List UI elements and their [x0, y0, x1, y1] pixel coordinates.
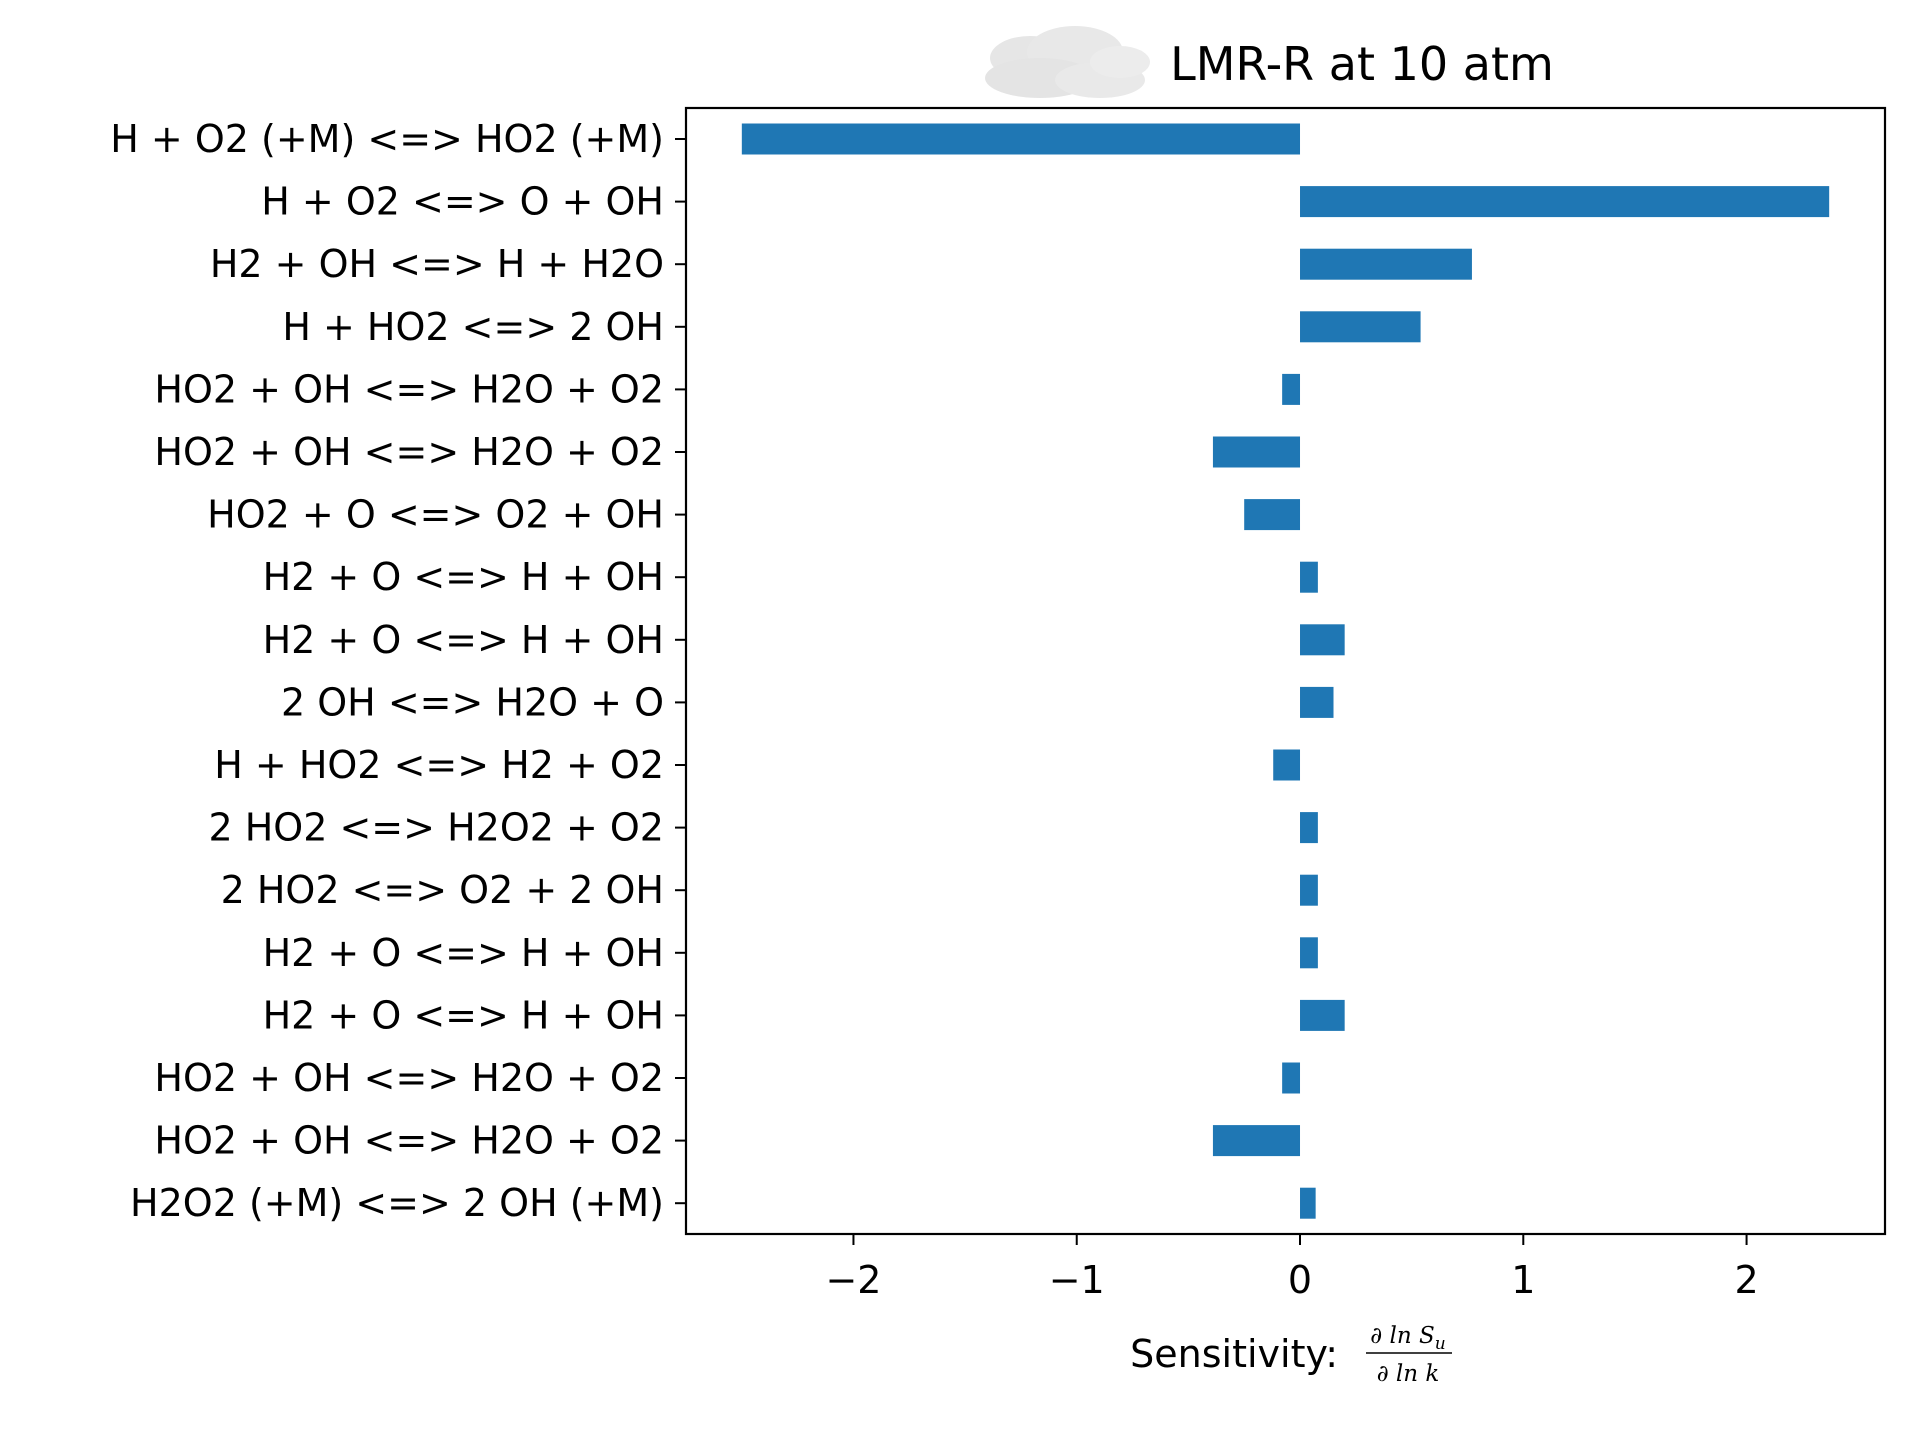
x-tick-label-1: −1	[1049, 1258, 1105, 1302]
y-tick-label-6: HO2 + O <=> O2 + OH	[207, 493, 664, 537]
y-tick-label-7: H2 + O <=> H + OH	[263, 555, 664, 599]
y-tick-label-12: 2 HO2 <=> O2 + 2 OH	[221, 868, 664, 912]
bar-6	[1244, 499, 1301, 531]
y-tick-label-17: H2O2 (+M) <=> 2 OH (+M)	[130, 1181, 664, 1225]
x-axis-label-denominator: ∂ ln k	[1377, 1361, 1440, 1387]
bar-8	[1300, 624, 1345, 656]
bar-17	[1300, 1187, 1316, 1219]
x-axis-label-numerator: ∂ ln Su	[1370, 1323, 1445, 1354]
x-tick-label-4: 2	[1734, 1258, 1758, 1302]
y-tick-label-8: H2 + O <=> H + OH	[263, 618, 664, 662]
bar-10	[1273, 749, 1301, 781]
bar-0	[741, 123, 1301, 155]
x-axis-label: Sensitivity: ∂ ln Su ∂ ln k	[1130, 1323, 1452, 1387]
x-tick-label-3: 1	[1511, 1258, 1535, 1302]
bar-3	[1300, 311, 1421, 343]
bar-4	[1282, 373, 1301, 405]
category-labels-group: H + O2 (+M) <=> HO2 (+M) H + O2 <=> O + O…	[110, 117, 686, 1225]
y-tick-label-2: H2 + OH <=> H + H2O	[210, 242, 664, 286]
bar-7	[1300, 561, 1318, 593]
plot-frame	[684, 106, 1887, 1236]
bar-9	[1300, 686, 1334, 718]
y-tick-label-16: HO2 + OH <=> H2O + O2	[154, 1119, 664, 1163]
x-tick-label-0: −2	[825, 1258, 881, 1302]
y-tick-label-5: HO2 + OH <=> H2O + O2	[154, 430, 664, 474]
numerator-subscript: u	[1435, 1334, 1446, 1354]
y-tick-label-13: H2 + O <=> H + OH	[263, 931, 664, 975]
y-tick-label-9: 2 OH <=> H2O + O	[281, 680, 664, 724]
bar-16	[1212, 1125, 1301, 1157]
bar-14	[1300, 999, 1345, 1031]
bar-13	[1300, 937, 1318, 969]
bar-1	[1300, 186, 1830, 218]
bar-11	[1300, 812, 1318, 844]
bar-5	[1212, 436, 1301, 468]
bar-15	[1282, 1062, 1301, 1094]
y-tick-label-0: H + O2 (+M) <=> HO2 (+M)	[110, 117, 664, 161]
y-tick-label-14: H2 + O <=> H + OH	[263, 993, 664, 1037]
bar-12	[1300, 874, 1318, 906]
x-tick-label-2: 0	[1288, 1258, 1312, 1302]
y-tick-label-10: H + HO2 <=> H2 + O2	[214, 743, 664, 787]
bar-2	[1300, 248, 1472, 280]
y-tick-label-1: H + O2 <=> O + OH	[261, 180, 664, 224]
x-axis-label-text: Sensitivity:	[1130, 1332, 1338, 1376]
y-tick-label-11: 2 HO2 <=> H2O2 + O2	[208, 806, 664, 850]
y-tick-label-15: HO2 + OH <=> H2O + O2	[154, 1056, 664, 1100]
x-ticks-group: −2 −1 0 1 2	[825, 1234, 1759, 1302]
y-tick-label-3: H + HO2 <=> 2 OH	[282, 305, 664, 349]
numerator-text: ∂ ln S	[1370, 1323, 1434, 1349]
bars-group	[741, 123, 1830, 1219]
chart-title: LMR-R at 10 atm	[1170, 37, 1554, 91]
y-tick-label-4: HO2 + OH <=> H2O + O2	[154, 367, 664, 411]
redaction-smudge	[985, 26, 1150, 98]
